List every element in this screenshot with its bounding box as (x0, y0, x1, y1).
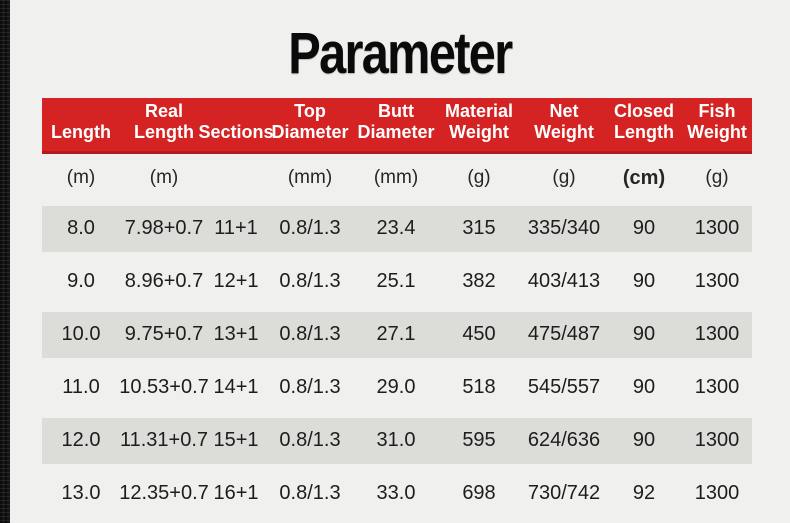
cell-fish-weight: 1300 (694, 482, 740, 504)
cell-fish-weight: 1300 (694, 429, 740, 451)
cell-butt-diameter: 25.1 (376, 270, 416, 292)
cell-butt-diameter: 31.0 (376, 429, 416, 451)
header-cell-material-weight: Material Weight (444, 100, 514, 143)
cell-material-weight: 315 (462, 217, 496, 239)
cell-fish-weight: 1300 (694, 217, 740, 239)
table-row: 9.0 8.96+0.7 12+1 0.8/1.3 25.1 382 403/413 90 13… (42, 255, 752, 308)
cell-closed-length: 90 (632, 270, 656, 292)
cell-fish-weight: 1300 (694, 323, 740, 345)
cell-butt-diameter: 27.1 (376, 323, 416, 345)
cell-length: 10.0 (61, 323, 101, 345)
title-area: Parameter (10, 20, 790, 87)
cell-butt-diameter: 33.0 (376, 482, 416, 504)
cell-length: 8.0 (67, 217, 95, 239)
cell-top-diameter: 0.8/1.3 (279, 217, 341, 239)
page-title: Parameter (288, 21, 513, 86)
cell-fish-weight: 1300 (694, 270, 740, 292)
cell-sections: 16+1 (213, 482, 259, 504)
cell-top-diameter: 0.8/1.3 (279, 270, 341, 292)
table-row: 12.0 11.31+0.7 15+1 0.8/1.3 31.0 595 624/636 90… (42, 414, 752, 467)
cell-real-length: 11.31+0.7 (119, 429, 209, 451)
left-edge-strip (0, 0, 10, 523)
cell-closed-length: 90 (632, 429, 656, 451)
cell-sections: 15+1 (213, 429, 259, 451)
cell-material-weight: 595 (462, 429, 496, 451)
cell-real-length: 7.98+0.7 (124, 217, 204, 239)
cell-length: 13.0 (61, 482, 101, 504)
cell-fish-weight: 1300 (694, 376, 740, 398)
cell-net-weight: 403/413 (527, 270, 601, 292)
unit-cell-closed-length: (cm) (622, 166, 666, 189)
cell-net-weight: 730/742 (527, 482, 601, 504)
unit-cell-net-weight: (g) (552, 167, 576, 188)
cell-butt-diameter: 23.4 (376, 217, 416, 239)
unit-cell-length: (m) (66, 167, 96, 188)
cell-real-length: 10.53+0.7 (119, 376, 209, 398)
cell-length: 11.0 (62, 376, 100, 398)
cell-sections: 14+1 (213, 376, 259, 398)
cell-top-diameter: 0.8/1.3 (279, 376, 341, 398)
unit-cell-material-weight: (g) (467, 167, 491, 188)
header-cell-real-length: Real Length (134, 100, 194, 143)
unit-cell-butt-diameter: (mm) (373, 167, 419, 188)
unit-cell-real-length: (m) (149, 167, 179, 188)
table-body: 8.0 7.98+0.7 11+1 0.8/1.3 23.4 315 335/340 90 13… (42, 202, 752, 520)
cell-net-weight: 624/636 (527, 429, 601, 451)
table-units-row: (m) (m) (mm) (mm) (g) (g) (cm) (g) (42, 154, 752, 202)
cell-real-length: 8.96+0.7 (124, 270, 204, 292)
header-cell-length: Length (51, 122, 111, 143)
header-cell-fish-weight: Fish Weight (687, 100, 747, 143)
cell-sections: 13+1 (213, 323, 259, 345)
cell-material-weight: 382 (462, 270, 496, 292)
cell-closed-length: 92 (632, 482, 656, 504)
cell-top-diameter: 0.8/1.3 (279, 323, 341, 345)
parameter-table: Length Real Length Sections Top Diameter But… (42, 98, 752, 520)
cell-real-length: 12.35+0.7 (119, 482, 209, 504)
table-row: 10.0 9.75+0.7 13+1 0.8/1.3 27.1 450 475/487 90 1… (42, 308, 752, 361)
cell-top-diameter: 0.8/1.3 (279, 429, 341, 451)
cell-butt-diameter: 29.0 (376, 376, 416, 398)
cell-net-weight: 475/487 (527, 323, 601, 345)
cell-real-length: 9.75+0.7 (124, 323, 204, 345)
cell-material-weight: 518 (462, 376, 496, 398)
cell-top-diameter: 0.8/1.3 (279, 482, 341, 504)
cell-net-weight: 545/557 (527, 376, 601, 398)
table-row: 11.0 10.53+0.7 14+1 0.8/1.3 29.0 518 545/557 90… (42, 361, 752, 414)
cell-length: 9.0 (67, 270, 95, 292)
cell-material-weight: 450 (462, 323, 496, 345)
table-row: 13.0 12.35+0.7 16+1 0.8/1.3 33.0 698 730/742 92… (42, 467, 752, 520)
header-cell-top-diameter: Top Diameter (271, 100, 349, 143)
header-cell-sections: Sections (198, 122, 274, 143)
header-cell-closed-length: Closed Length (613, 100, 674, 143)
unit-cell-sections (208, 154, 264, 202)
unit-cell-fish-weight: (g) (705, 167, 729, 188)
cell-closed-length: 90 (632, 323, 656, 345)
header-cell-butt-diameter: Butt Diameter (357, 100, 435, 143)
header-cell-net-weight: Net Weight (534, 100, 594, 143)
table-row: 8.0 7.98+0.7 11+1 0.8/1.3 23.4 315 335/340 90 13… (42, 202, 752, 255)
cell-closed-length: 90 (632, 376, 656, 398)
cell-material-weight: 698 (462, 482, 496, 504)
cell-length: 12.0 (61, 429, 101, 451)
cell-sections: 11+1 (214, 217, 258, 239)
table-header-row: Length Real Length Sections Top Diameter But… (42, 98, 752, 154)
cell-closed-length: 90 (632, 217, 656, 239)
unit-cell-top-diameter: (mm) (287, 167, 333, 188)
cell-sections: 12+1 (213, 270, 259, 292)
cell-net-weight: 335/340 (527, 217, 601, 239)
